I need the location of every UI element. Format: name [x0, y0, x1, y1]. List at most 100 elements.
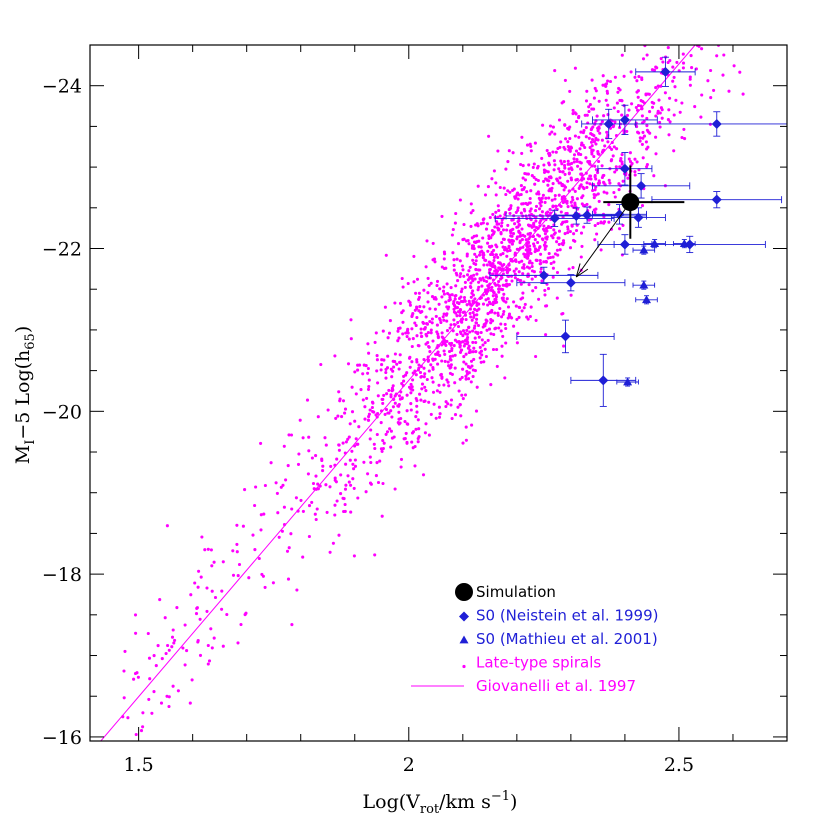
spiral-point	[458, 275, 462, 279]
spiral-point	[497, 326, 501, 330]
spiral-point	[237, 562, 242, 567]
x-tick-label: 2	[403, 754, 415, 776]
spiral-point	[448, 326, 452, 330]
spiral-point	[464, 362, 468, 366]
spiral-point	[449, 363, 453, 367]
spiral-point	[419, 364, 423, 368]
spiral-point	[476, 331, 480, 335]
spiral-point	[442, 292, 446, 296]
spiral-point	[429, 328, 433, 332]
spiral-point	[672, 113, 676, 117]
spiral-point	[311, 481, 316, 486]
spiral-point	[287, 546, 291, 550]
spiral-point	[479, 296, 483, 300]
spiral-point	[508, 240, 512, 244]
spiral-point	[516, 206, 520, 210]
spiral-point	[434, 314, 438, 318]
spiral-point	[549, 189, 553, 193]
spiral-point	[409, 402, 413, 406]
spiral-point	[592, 208, 596, 212]
neistein-s0-point	[549, 213, 560, 224]
spiral-point	[316, 482, 320, 486]
spiral-point	[578, 147, 582, 151]
neistein-s0-point	[582, 210, 593, 221]
spiral-point	[450, 293, 454, 297]
spiral-point	[468, 330, 472, 334]
spiral-point	[545, 178, 549, 182]
spiral-point	[338, 397, 342, 401]
spiral-point	[470, 423, 474, 427]
spiral-point	[602, 181, 606, 185]
spiral-point	[401, 309, 405, 313]
spiral-point	[540, 156, 544, 160]
spiral-point	[493, 265, 497, 269]
spiral-point	[477, 307, 481, 311]
spiral-point	[424, 265, 428, 269]
spiral-point	[651, 41, 654, 44]
spiral-point	[527, 261, 531, 265]
spiral-point	[517, 219, 521, 223]
spiral-point	[380, 397, 384, 401]
spiral-point	[484, 318, 488, 322]
spiral-point	[451, 329, 455, 333]
spiral-point	[469, 380, 473, 384]
spiral-point	[467, 326, 471, 330]
spiral-point	[546, 210, 550, 214]
spiral-point	[562, 188, 566, 192]
spiral-point	[624, 15, 627, 18]
spiral-point	[294, 496, 298, 500]
spiral-point	[446, 380, 450, 384]
spiral-point	[700, 19, 703, 22]
spiral-point	[457, 301, 461, 305]
spiral-point	[391, 369, 395, 373]
spiral-point	[150, 711, 154, 715]
spiral-point	[465, 254, 469, 258]
spiral-point	[530, 264, 534, 269]
spiral-point	[475, 317, 479, 321]
spiral-point	[449, 286, 453, 290]
spiral-point	[531, 234, 536, 238]
spiral-point	[636, 89, 640, 93]
spiral-point	[574, 149, 579, 153]
simulation-arrow-head	[575, 268, 589, 278]
spiral-point	[442, 257, 446, 261]
spiral-point	[134, 732, 138, 737]
spiral-point	[481, 293, 486, 297]
spiral-point	[562, 100, 566, 104]
spiral-point	[520, 135, 524, 139]
spiral-point	[207, 659, 212, 663]
spiral-point	[459, 272, 463, 276]
spiral-point	[164, 651, 168, 656]
spiral-point	[557, 242, 561, 246]
spiral-point	[572, 157, 576, 161]
spiral-point	[344, 483, 348, 487]
spiral-point	[552, 260, 556, 264]
spiral-point	[405, 334, 409, 339]
spiral-point	[552, 228, 556, 232]
spiral-point	[500, 344, 504, 348]
spiral-point	[467, 344, 471, 348]
spiral-point	[475, 222, 479, 226]
spiral-point	[544, 236, 548, 240]
spiral-point	[475, 303, 479, 307]
spiral-point	[205, 586, 209, 590]
spiral-point	[459, 331, 463, 336]
spiral-point	[399, 465, 403, 469]
spiral-point	[558, 145, 562, 149]
spiral-point	[584, 135, 588, 139]
spiral-point	[496, 204, 500, 208]
spiral-point	[147, 656, 152, 660]
spiral-point	[572, 160, 576, 164]
spiral-point	[401, 285, 405, 289]
spiral-point	[390, 375, 394, 379]
spiral-point	[349, 318, 353, 322]
spiral-point	[461, 397, 465, 401]
spiral-point	[456, 279, 460, 283]
spiral-point	[461, 329, 466, 333]
spiral-point	[326, 408, 330, 412]
spiral-point	[504, 278, 508, 283]
spiral-point	[206, 643, 210, 648]
spiral-point	[633, 173, 637, 177]
spiral-point	[449, 323, 453, 327]
fit-line-layer	[100, 45, 696, 741]
